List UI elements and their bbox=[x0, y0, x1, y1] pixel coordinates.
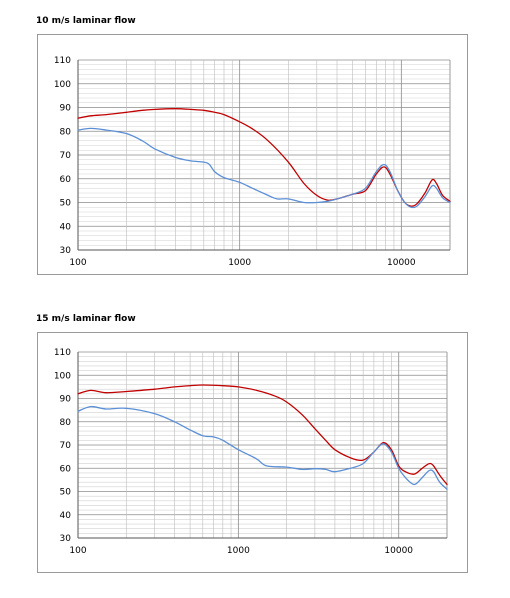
chart-frame bbox=[37, 332, 468, 573]
y-tick-label: 110 bbox=[54, 348, 71, 358]
y-tick-label: 70 bbox=[60, 151, 72, 161]
chart-1: 30 40 50 60 70 80 90 100 110 100 1000 10000 bbox=[37, 34, 468, 275]
x-tick-label: 10000 bbox=[387, 258, 416, 268]
series-line-1 bbox=[77, 108, 451, 207]
y-tick-label: 40 bbox=[60, 511, 72, 521]
series-line-2 bbox=[77, 127, 451, 209]
y-tick-label: 30 bbox=[60, 246, 72, 256]
series-line-2 bbox=[77, 405, 448, 490]
y-tick-label: 60 bbox=[60, 464, 72, 474]
y-tick-label: 70 bbox=[60, 441, 72, 451]
chart-title-2: 15 m/s laminar flow bbox=[36, 314, 136, 324]
y-tick-label: 110 bbox=[54, 56, 71, 66]
y-tick-label: 50 bbox=[60, 199, 72, 209]
x-tick-label: 100 bbox=[69, 258, 86, 268]
x-tick-label: 10000 bbox=[384, 546, 413, 556]
y-tick-label: 100 bbox=[54, 80, 71, 90]
y-tick-label: 60 bbox=[60, 175, 72, 185]
x-tick-label: 1000 bbox=[227, 546, 250, 556]
x-tick-label: 100 bbox=[69, 546, 86, 556]
y-tick-label: 90 bbox=[60, 104, 72, 114]
y-tick-label: 90 bbox=[60, 395, 72, 405]
y-tick-label: 80 bbox=[60, 127, 72, 137]
x-tick-label: 1000 bbox=[228, 258, 251, 268]
y-tick-label: 30 bbox=[60, 534, 72, 544]
chart-2: 30 40 50 60 70 80 90 100 110 100 1000 10000 bbox=[37, 332, 468, 573]
series-line-1 bbox=[77, 384, 448, 486]
y-tick-label: 50 bbox=[60, 488, 72, 498]
y-tick-label: 80 bbox=[60, 418, 72, 428]
chart-frame bbox=[37, 34, 468, 275]
y-tick-label: 40 bbox=[60, 222, 72, 232]
chart-title-1: 10 m/s laminar flow bbox=[36, 16, 136, 26]
y-tick-label: 100 bbox=[54, 371, 71, 381]
